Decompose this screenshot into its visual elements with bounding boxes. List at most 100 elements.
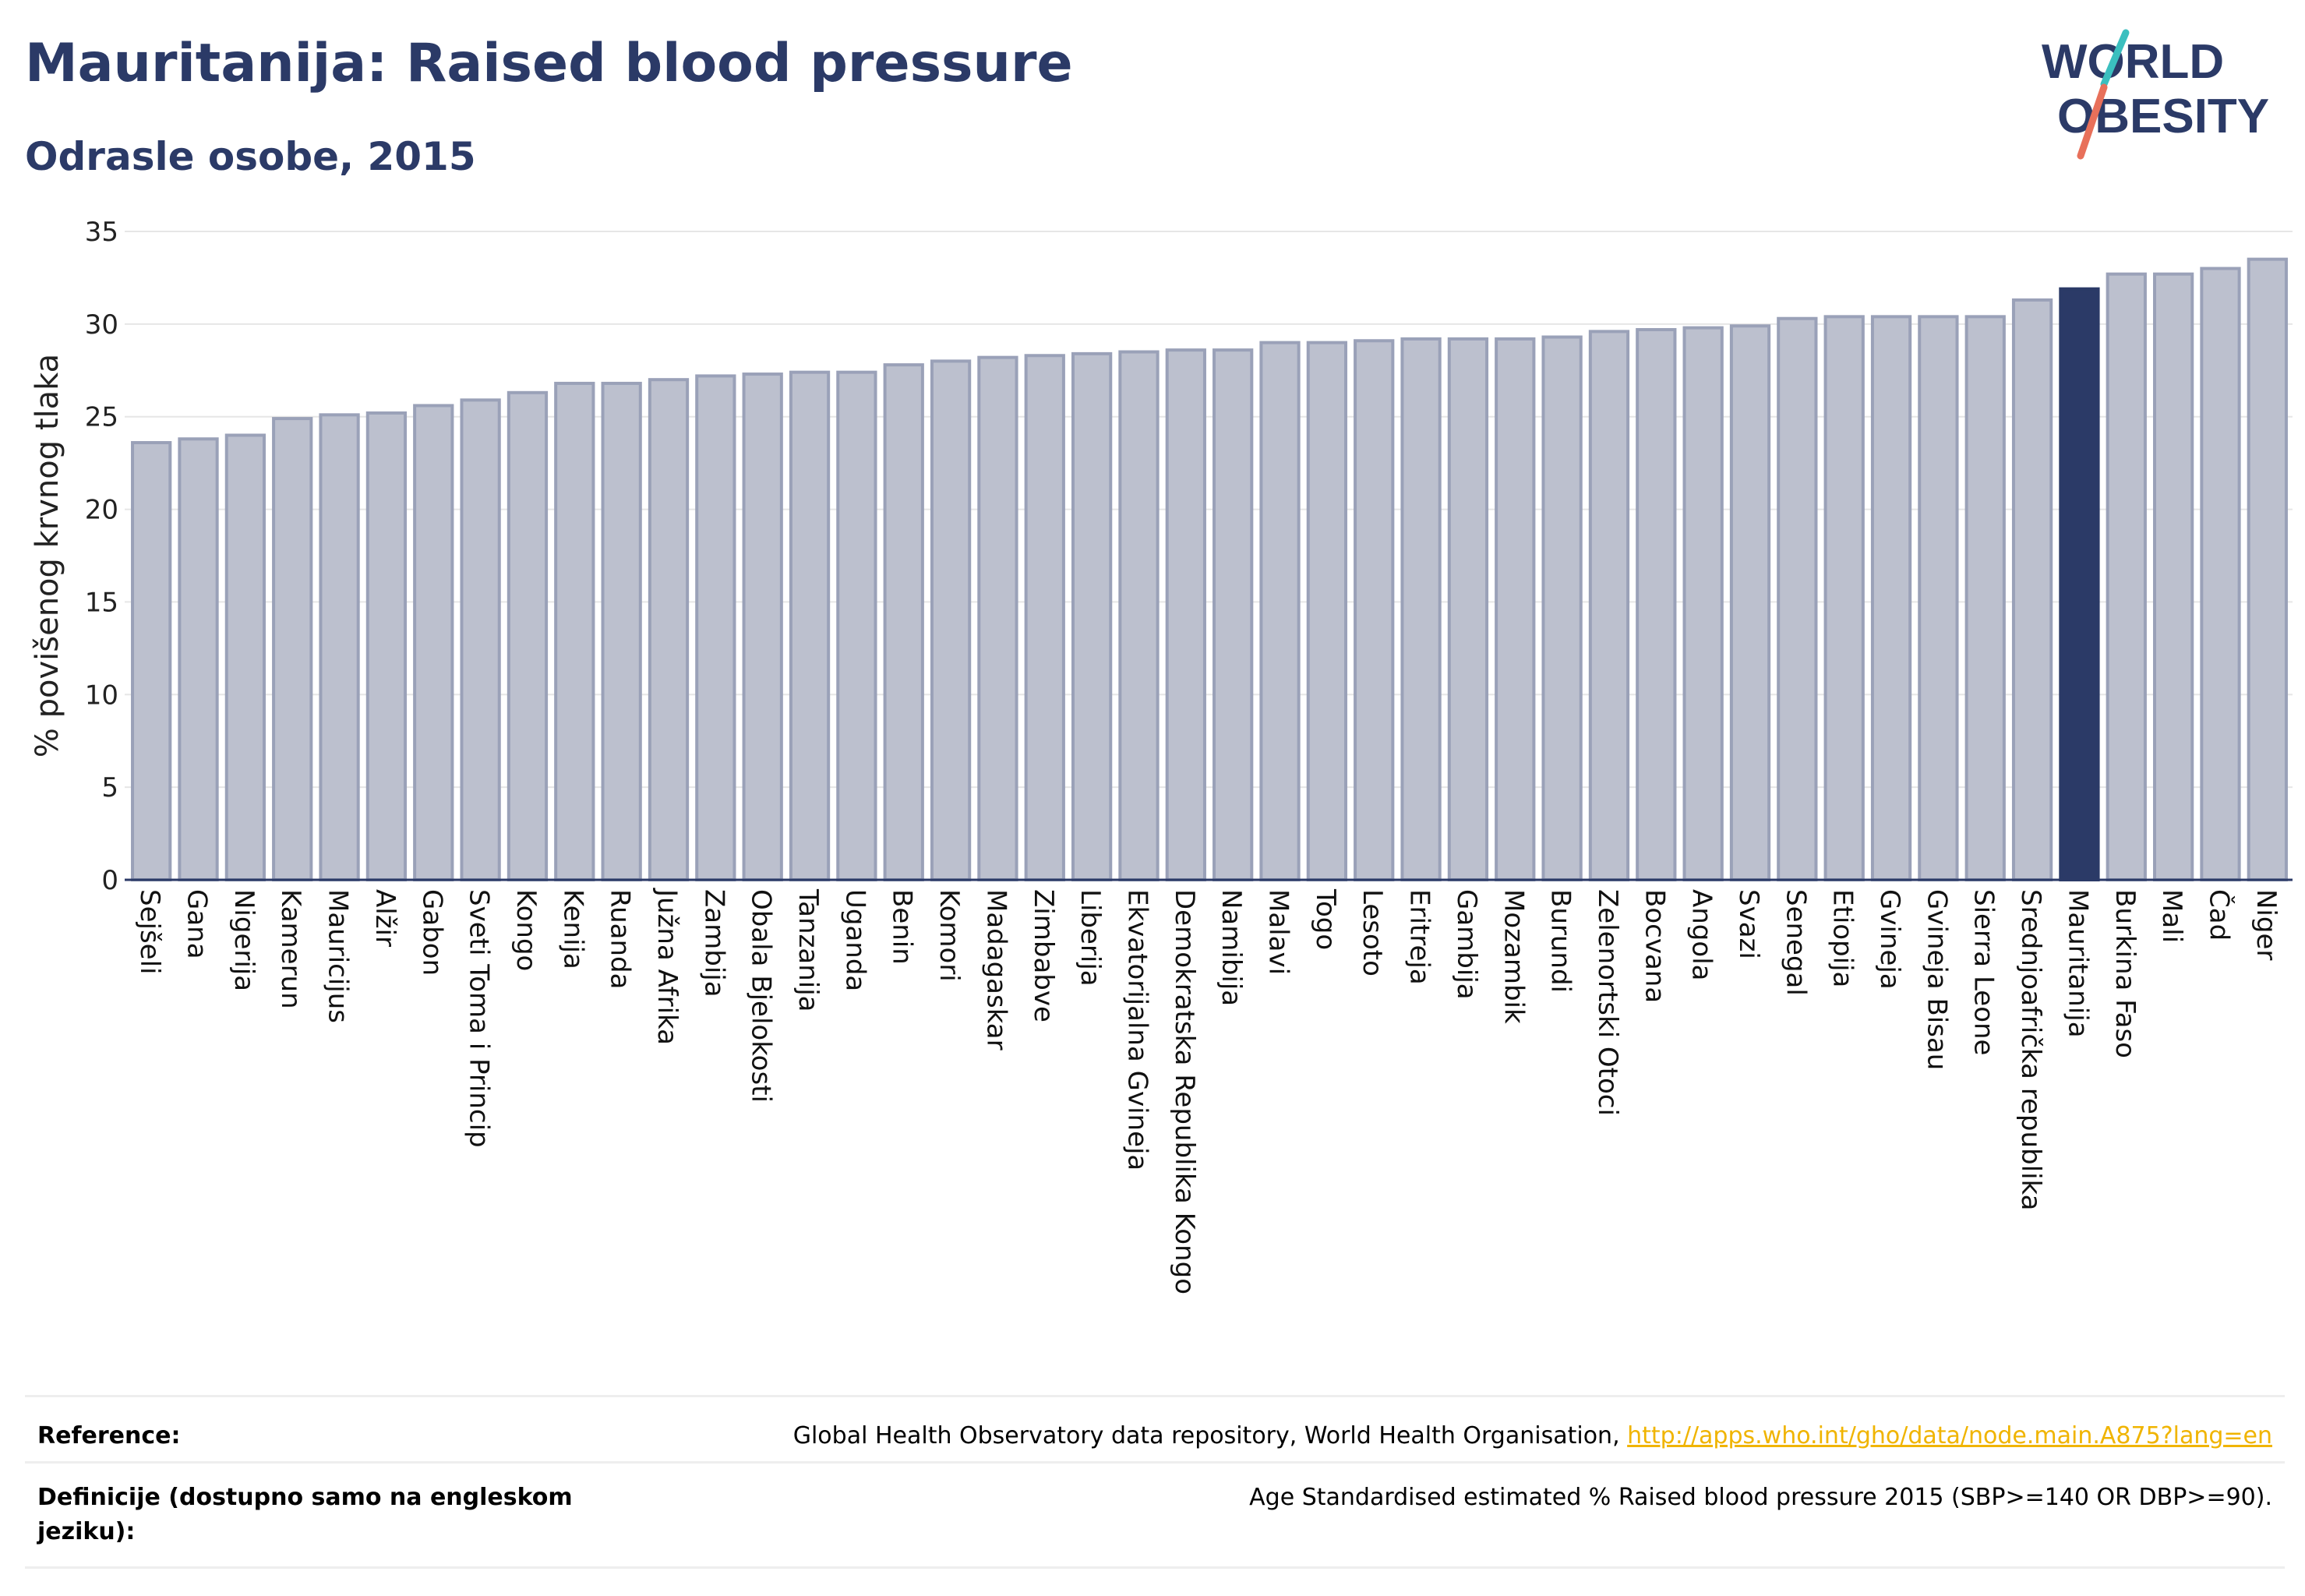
x-tick-label: Kamerun [275,889,306,1009]
bar [648,378,690,881]
bar [1588,330,1630,881]
bar [2011,298,2053,881]
bar [1306,341,1348,881]
bar [1636,327,1677,881]
x-tick-label: Senegal [1780,889,1811,996]
bar [695,374,736,882]
bar [2152,272,2194,882]
reference-label: Reference: [37,1422,181,1449]
bar [1213,348,1254,881]
bar [460,398,501,881]
x-tick-label: Ekvatorijalna Gvineja [1121,889,1152,1171]
bar-highlight [2059,287,2100,882]
x-tick-label: Kenija [557,889,588,969]
bar [1541,335,1583,881]
x-tick-label: Južna Afrika [651,888,683,1045]
bar [1495,337,1536,882]
bar [272,417,313,881]
bar [2106,272,2147,882]
x-tick-label: Gvineja Bisau [1921,889,1952,1070]
x-tick-label: Mozambik [1498,889,1529,1024]
y-axis-label: % povišenog krvnog tlaka [30,354,65,757]
bar [836,370,877,882]
y-tick-label: 35 [85,217,118,248]
x-tick-label: Gambija [1451,889,1482,1000]
definition-label: Definicije (dostupno samo na engleskom j… [37,1484,573,1545]
x-tick-label: Kongo [510,889,542,971]
bar [1071,351,1113,881]
x-tick-label: Burkina Faso [2109,889,2141,1058]
bar [789,370,831,882]
x-tick-label: Gabon [416,889,447,976]
x-tick-label: Zimbabve [1028,889,1059,1022]
x-tick-label: Zelenortski Otoci [1592,889,1623,1116]
reference-row: Reference: Global Health Observatory dat… [25,1395,2285,1461]
x-tick-label: Eritreja [1404,889,1435,985]
definition-value: Age Standardised estimated % Raised bloo… [1249,1484,2272,1511]
bar [930,359,972,881]
bar [1354,339,1395,882]
logo-line1: WORLD [2042,35,2224,89]
x-tick-label: Bocvana [1639,889,1670,1003]
definition-row: Definicije (dostupno samo na engleskom j… [25,1461,2285,1569]
chart-subtitle: Odrasle osobe, 2015 [25,134,476,179]
y-tick-label: 0 [101,865,118,896]
x-tick-label: Mali [2156,889,2187,943]
x-tick-label: Sierra Leone [1968,889,2000,1055]
bar [131,440,172,881]
x-tick-label: Tanzanija [792,888,824,1012]
bar [1729,324,1771,881]
bar [1259,341,1301,881]
reference-text: Global Health Observatory data repositor… [792,1422,1628,1449]
x-tick-label: Liberija [1075,889,1106,987]
bar [365,411,408,881]
bar [1400,337,1442,882]
y-tick-label: 30 [85,309,118,341]
y-tick-label: 15 [85,587,118,618]
bar [1024,354,1065,882]
bar [1823,315,1865,881]
x-tick-label: Burundi [1545,889,1576,993]
x-tick-label: Ruanda [605,889,636,989]
bar [1447,337,1489,882]
reference-table: Reference: Global Health Observatory dat… [25,1395,2285,1569]
x-tick-label: Angola [1686,889,1717,980]
x-tick-label: Madagaskar [980,889,1011,1050]
bar [1964,315,2006,881]
x-tick-label: Sveti Toma i Princip [464,889,495,1148]
bar [507,390,549,882]
bar [1682,326,1724,881]
x-tick-label: Mauricijus [323,889,354,1023]
x-tick-label: Togo [1310,888,1341,950]
x-tick-label: Niger [2250,889,2282,960]
bar [554,381,595,881]
x-tick-label: Gvineja [1874,889,1905,990]
world-obesity-logo: WORLD OBESITY [2042,29,2269,160]
bar [319,413,360,881]
x-tick-label: Zambija [698,889,729,998]
x-tick-label: Namibija [1216,889,1247,1006]
x-tick-label: Svazi [1733,889,1764,959]
bar [224,433,267,881]
bar [883,363,924,881]
y-tick-label: 5 [101,772,118,803]
bar [1165,348,1206,881]
y-tick-label: 10 [85,680,118,711]
x-tick-label: Komori [934,889,965,982]
x-tick-label: Lesoto [1357,889,1388,976]
x-tick-label: Čad [2203,889,2235,941]
bar [2200,267,2241,881]
reference-value: Global Health Observatory data repositor… [793,1419,2272,1453]
bar [1870,315,1912,881]
x-tick-label: Srednjoafrička republika [2015,889,2046,1210]
x-tick-label: Demokratska Republika Kongo [1169,889,1200,1294]
x-tick-label: Uganda [839,889,870,991]
y-tick-label: 20 [85,495,118,526]
x-tick-label: Mauritanija [2062,889,2093,1038]
x-tick-label: Gana [182,889,213,959]
reference-link[interactable]: http://apps.who.int/gho/data/node.main.A… [1627,1422,2272,1449]
bar [178,437,219,881]
x-tick-label: Nigerija [228,889,259,991]
x-tick-label: Malavi [1263,889,1294,975]
x-tick-label: Alžir [369,889,401,947]
